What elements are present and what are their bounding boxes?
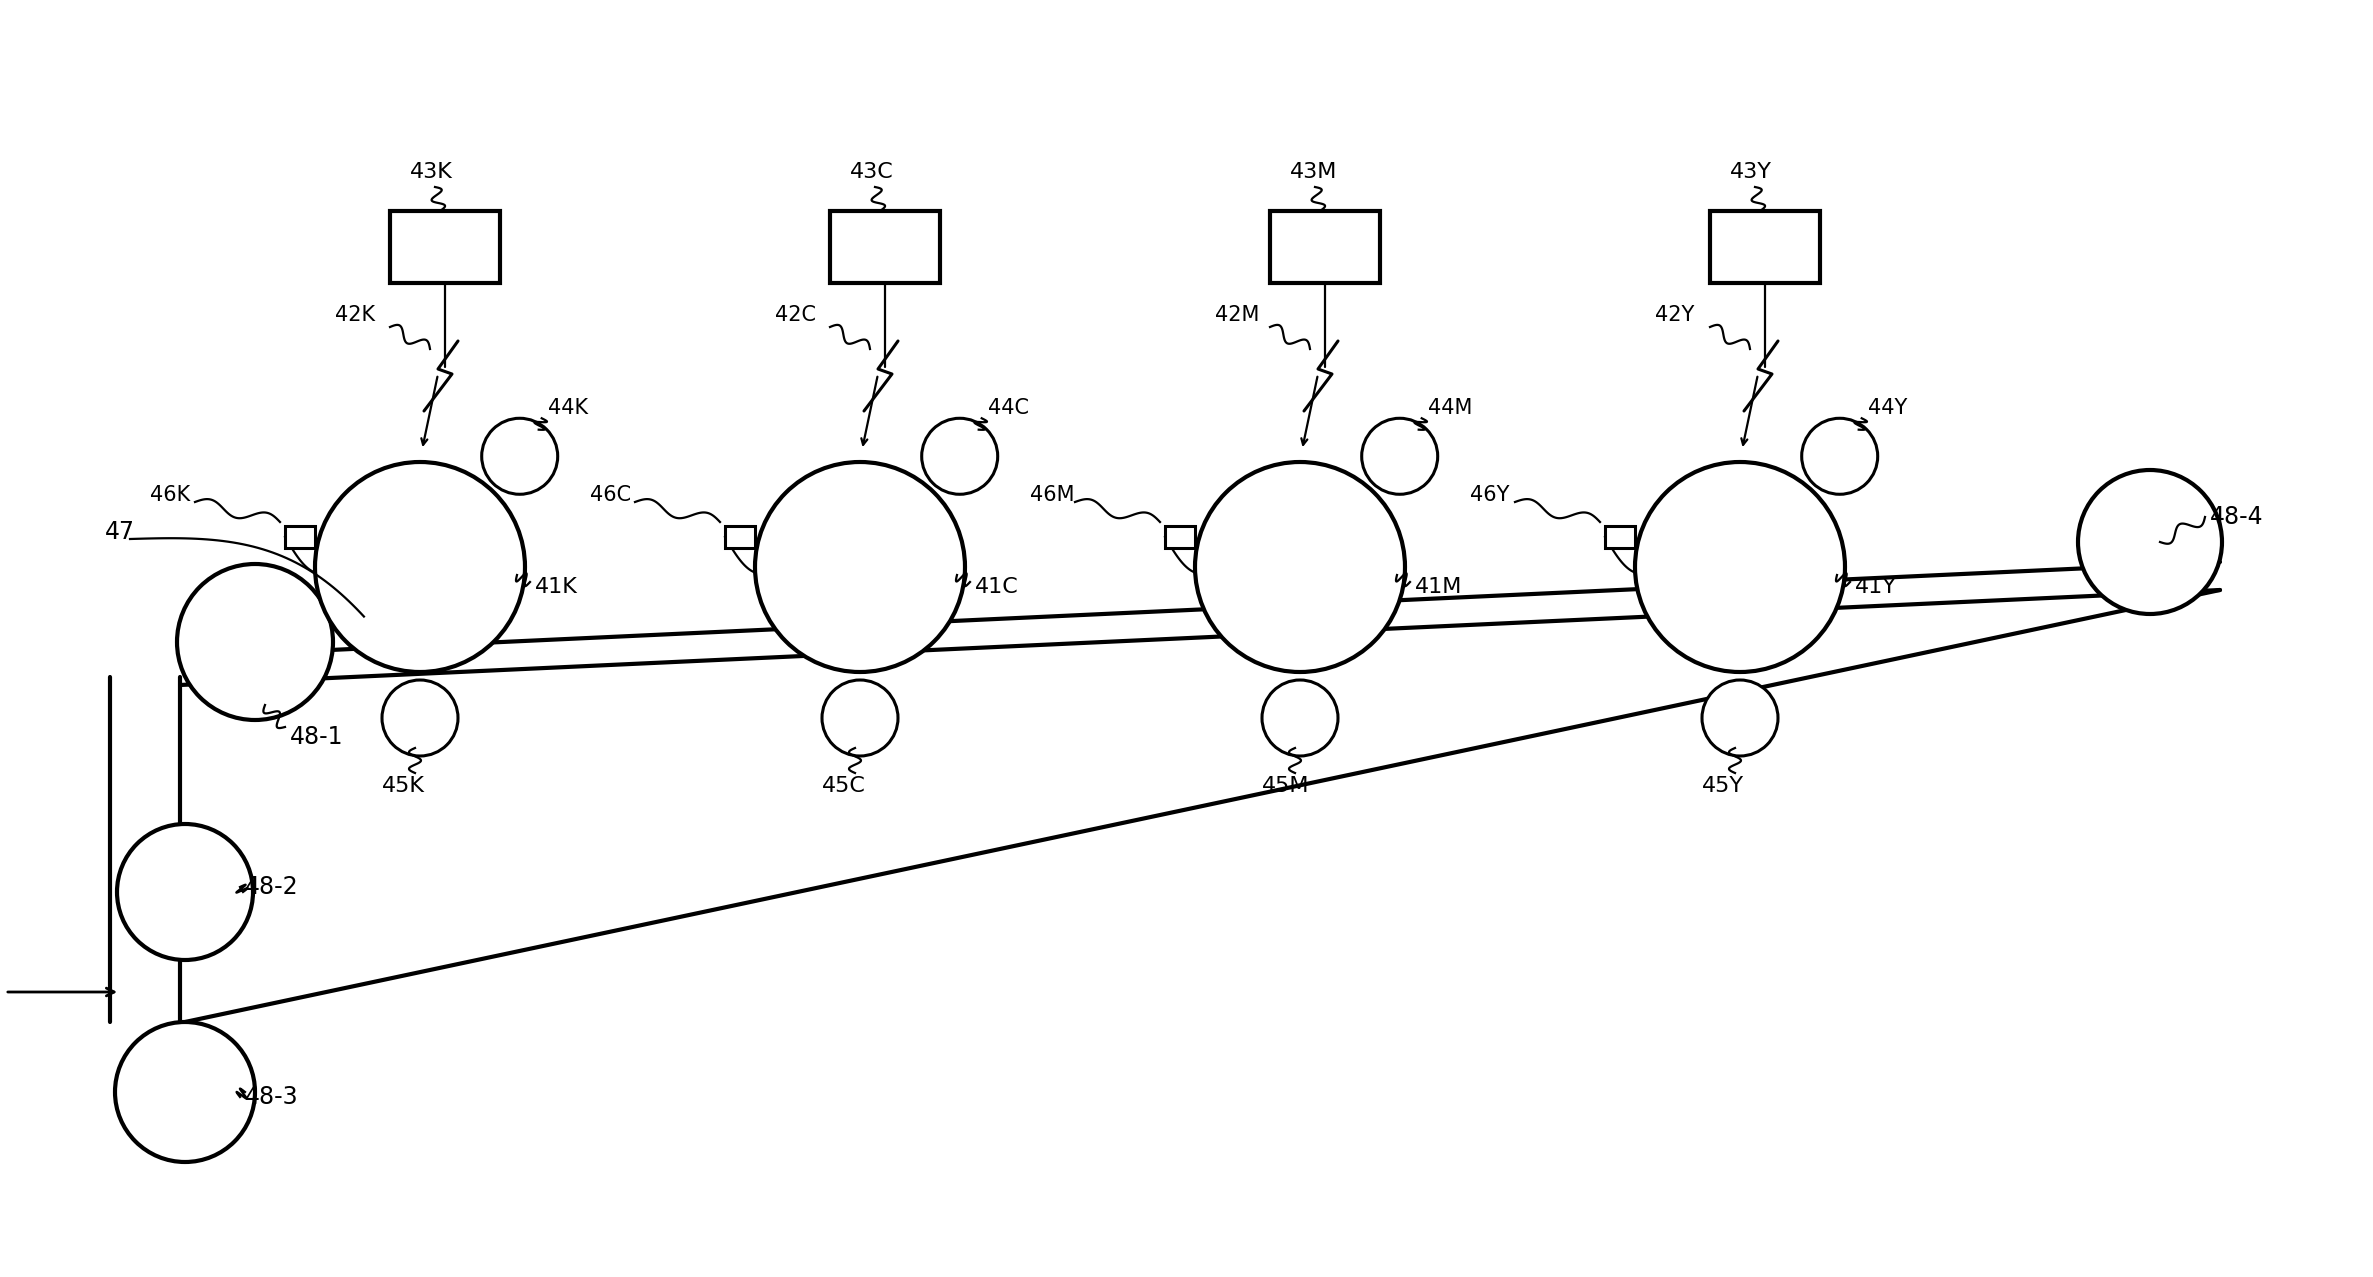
- Text: 42C: 42C: [776, 305, 816, 326]
- Bar: [1604, 526, 1635, 548]
- Bar: [726, 526, 755, 548]
- Text: 43Y: 43Y: [1730, 162, 1773, 183]
- Text: 46M: 46M: [1030, 485, 1075, 504]
- Circle shape: [116, 824, 254, 960]
- Text: 45K: 45K: [382, 776, 425, 796]
- Circle shape: [1801, 419, 1877, 494]
- Text: 46K: 46K: [149, 485, 190, 504]
- Circle shape: [1262, 679, 1338, 756]
- Text: 45M: 45M: [1262, 776, 1310, 796]
- Bar: [1165, 526, 1196, 548]
- Text: 45C: 45C: [821, 776, 866, 796]
- Text: 45Y: 45Y: [1701, 776, 1744, 796]
- Text: 48-4: 48-4: [2209, 504, 2264, 529]
- Circle shape: [1362, 419, 1438, 494]
- Circle shape: [482, 419, 558, 494]
- Text: 46Y: 46Y: [1469, 485, 1509, 504]
- Circle shape: [2079, 470, 2221, 614]
- Text: 48-1: 48-1: [290, 725, 344, 750]
- Text: 41K: 41K: [534, 577, 579, 598]
- Circle shape: [755, 462, 966, 672]
- Text: 44K: 44K: [548, 398, 589, 419]
- Text: 41Y: 41Y: [1856, 577, 1896, 598]
- Circle shape: [1196, 462, 1405, 672]
- Bar: [285, 526, 316, 548]
- Bar: [831, 211, 940, 283]
- Bar: [389, 211, 501, 283]
- Text: 42K: 42K: [335, 305, 375, 326]
- Circle shape: [178, 564, 332, 720]
- Text: 47: 47: [104, 520, 135, 544]
- Text: 48-3: 48-3: [244, 1085, 299, 1108]
- Circle shape: [114, 1022, 254, 1162]
- Text: 43C: 43C: [850, 162, 895, 183]
- Text: 43M: 43M: [1291, 162, 1338, 183]
- Text: 44C: 44C: [987, 398, 1030, 419]
- Circle shape: [316, 462, 524, 672]
- Bar: [1711, 211, 1820, 283]
- Circle shape: [1701, 679, 1777, 756]
- Text: 41M: 41M: [1414, 577, 1462, 598]
- Circle shape: [1635, 462, 1844, 672]
- Text: 44M: 44M: [1429, 398, 1471, 419]
- Circle shape: [921, 419, 997, 494]
- Bar: [1270, 211, 1381, 283]
- Text: 48-2: 48-2: [244, 875, 299, 899]
- Text: 41C: 41C: [975, 577, 1018, 598]
- Text: 42Y: 42Y: [1654, 305, 1694, 326]
- Text: 43K: 43K: [411, 162, 453, 183]
- Circle shape: [382, 679, 458, 756]
- Circle shape: [821, 679, 897, 756]
- Text: 42M: 42M: [1215, 305, 1260, 326]
- Text: 44Y: 44Y: [1868, 398, 1908, 419]
- Text: 46C: 46C: [591, 485, 631, 504]
